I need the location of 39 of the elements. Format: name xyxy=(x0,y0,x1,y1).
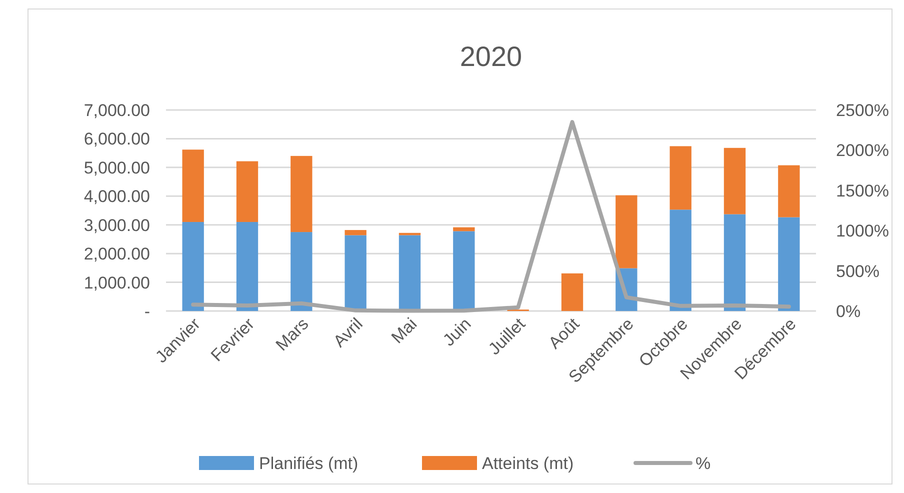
bar xyxy=(344,230,366,236)
y2-tick-label: 2000% xyxy=(836,141,889,160)
bar xyxy=(724,148,746,214)
y-tick-label: 6,000.00 xyxy=(84,130,150,149)
bar xyxy=(236,222,258,311)
y-tick-label: - xyxy=(144,302,150,321)
bar xyxy=(290,156,312,232)
y2-tick-label: 500% xyxy=(836,262,880,281)
bar xyxy=(616,195,638,268)
bar xyxy=(778,217,800,311)
legend-label: Planifiés (mt) xyxy=(259,454,358,473)
y-tick-label: 4,000.00 xyxy=(84,187,150,206)
bar xyxy=(561,273,584,311)
bar xyxy=(670,210,692,311)
bar xyxy=(453,227,475,232)
x-tick-label: Mai xyxy=(388,314,421,348)
y-tick-label: 5,000.00 xyxy=(84,158,150,178)
bar xyxy=(182,150,204,222)
y2-tick-label: 2500% xyxy=(836,101,889,120)
bar xyxy=(453,231,475,311)
bar xyxy=(290,232,312,311)
legend-label: % xyxy=(696,454,711,473)
legend-label: Atteints (mt) xyxy=(482,454,574,473)
y2-tick-label: 0% xyxy=(836,302,861,321)
bar xyxy=(182,222,204,311)
bar xyxy=(670,146,692,210)
y-tick-label: 2,000.00 xyxy=(84,244,150,264)
y2-tick-label: 1000% xyxy=(836,222,889,241)
bar xyxy=(724,214,746,311)
y-tick-label: 3,000.00 xyxy=(84,216,150,235)
bar xyxy=(236,161,258,222)
y2-tick-label: 1500% xyxy=(836,181,889,200)
line-series xyxy=(191,120,791,313)
y-tick-label: 1,000.00 xyxy=(84,273,150,292)
chart-title: 2020 xyxy=(460,41,522,72)
bar xyxy=(778,165,800,218)
bar xyxy=(398,235,421,311)
x-tick-label: Juin xyxy=(439,314,475,350)
y-tick-label: 7,000.00 xyxy=(84,101,150,120)
